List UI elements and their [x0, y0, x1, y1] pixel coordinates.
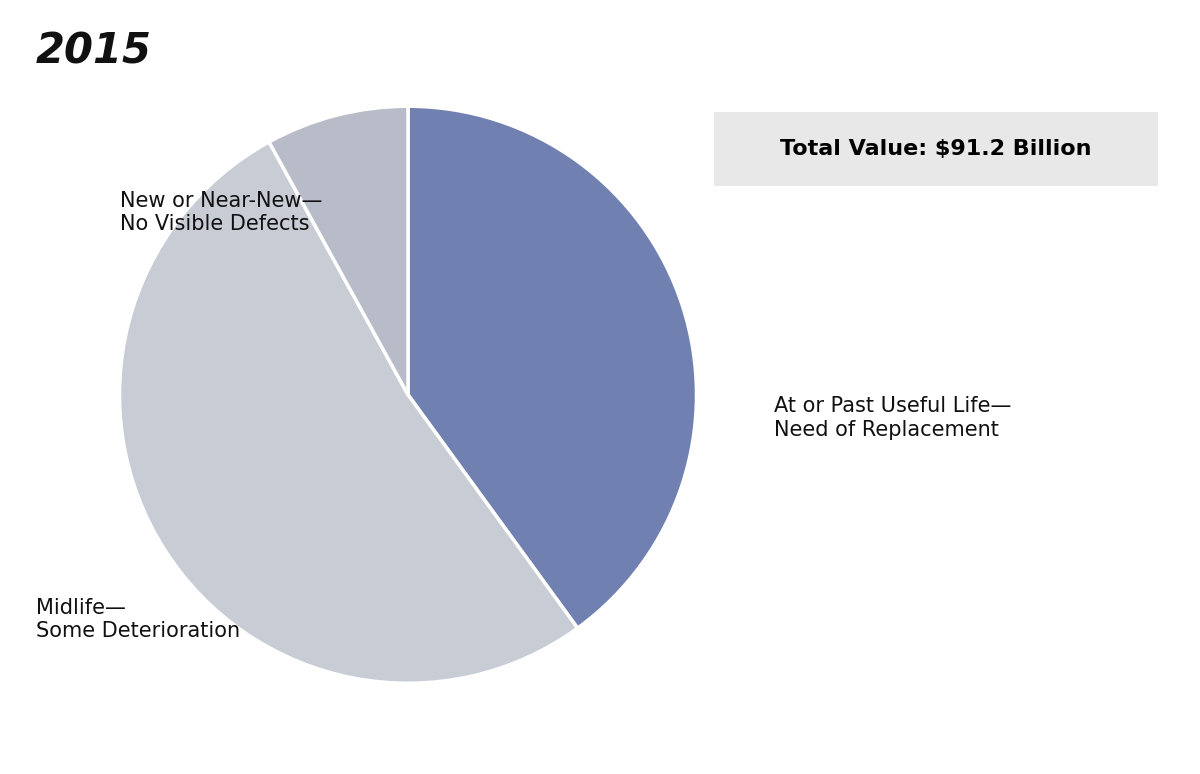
Text: At or Past Useful Life—
Need of Replacement: At or Past Useful Life— Need of Replacem…: [774, 396, 1012, 440]
Text: Midlife—
Some Deterioration: Midlife— Some Deterioration: [36, 598, 240, 641]
Text: New or Near-New—
No Visible Defects: New or Near-New— No Visible Defects: [120, 191, 323, 235]
Text: Total Value: $91.2 Billion: Total Value: $91.2 Billion: [780, 139, 1092, 159]
Text: 2015: 2015: [36, 31, 152, 73]
Wedge shape: [269, 106, 408, 395]
Wedge shape: [408, 106, 696, 628]
Wedge shape: [120, 142, 577, 683]
